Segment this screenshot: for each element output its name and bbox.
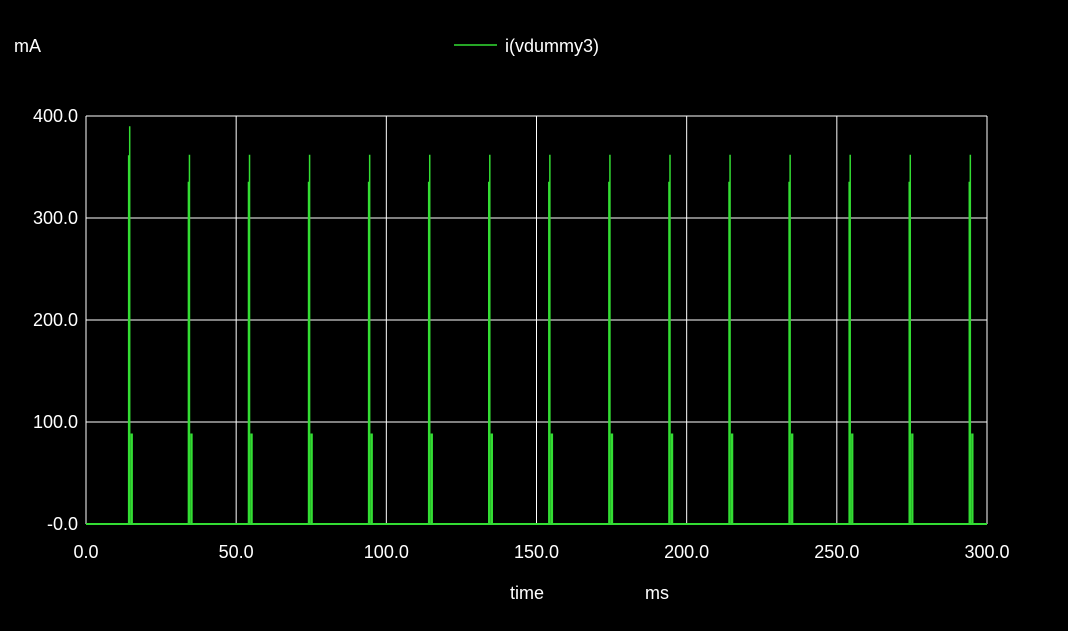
x-tick-label: 0.0 (73, 542, 98, 562)
series-i-vdummy3 (86, 126, 987, 525)
legend-entry-label: i(vdummy3) (505, 36, 599, 56)
current-pulse (968, 154, 974, 524)
x-tick-label: 300.0 (964, 542, 1009, 562)
x-tick-label: 150.0 (514, 542, 559, 562)
current-pulse (848, 154, 854, 524)
current-pulse (668, 154, 674, 524)
x-tick-label: 250.0 (814, 542, 859, 562)
current-pulse (908, 154, 914, 524)
current-pulse (608, 154, 614, 524)
y-tick-label: 100.0 (33, 412, 78, 432)
current-pulse (427, 154, 433, 524)
current-pulse (127, 126, 133, 524)
y-tick-label: 300.0 (33, 208, 78, 228)
y-tick-label: 200.0 (33, 310, 78, 330)
x-tick-label: 50.0 (219, 542, 254, 562)
current-pulse (548, 154, 554, 524)
x-tick-labels: 0.0 50.0 100.0 150.0 200.0 250.0 300.0 (73, 542, 1009, 562)
legend: i(vdummy3) (454, 36, 599, 56)
y-axis-unit-label: mA (14, 36, 41, 56)
current-pulse (367, 154, 373, 524)
y-tick-labels: -0.0 100.0 200.0 300.0 400.0 (33, 106, 78, 534)
x-axis-unit-label: ms (645, 583, 669, 603)
y-tick-label: -0.0 (47, 514, 78, 534)
current-pulse (788, 154, 794, 524)
current-pulse (247, 154, 253, 524)
x-tick-label: 100.0 (364, 542, 409, 562)
current-pulse (728, 154, 734, 524)
current-pulse (487, 154, 493, 524)
x-axis-label: time (510, 583, 544, 603)
current-pulse (187, 154, 193, 524)
current-pulse (307, 154, 313, 524)
x-tick-label: 200.0 (664, 542, 709, 562)
y-tick-label: 400.0 (33, 106, 78, 126)
